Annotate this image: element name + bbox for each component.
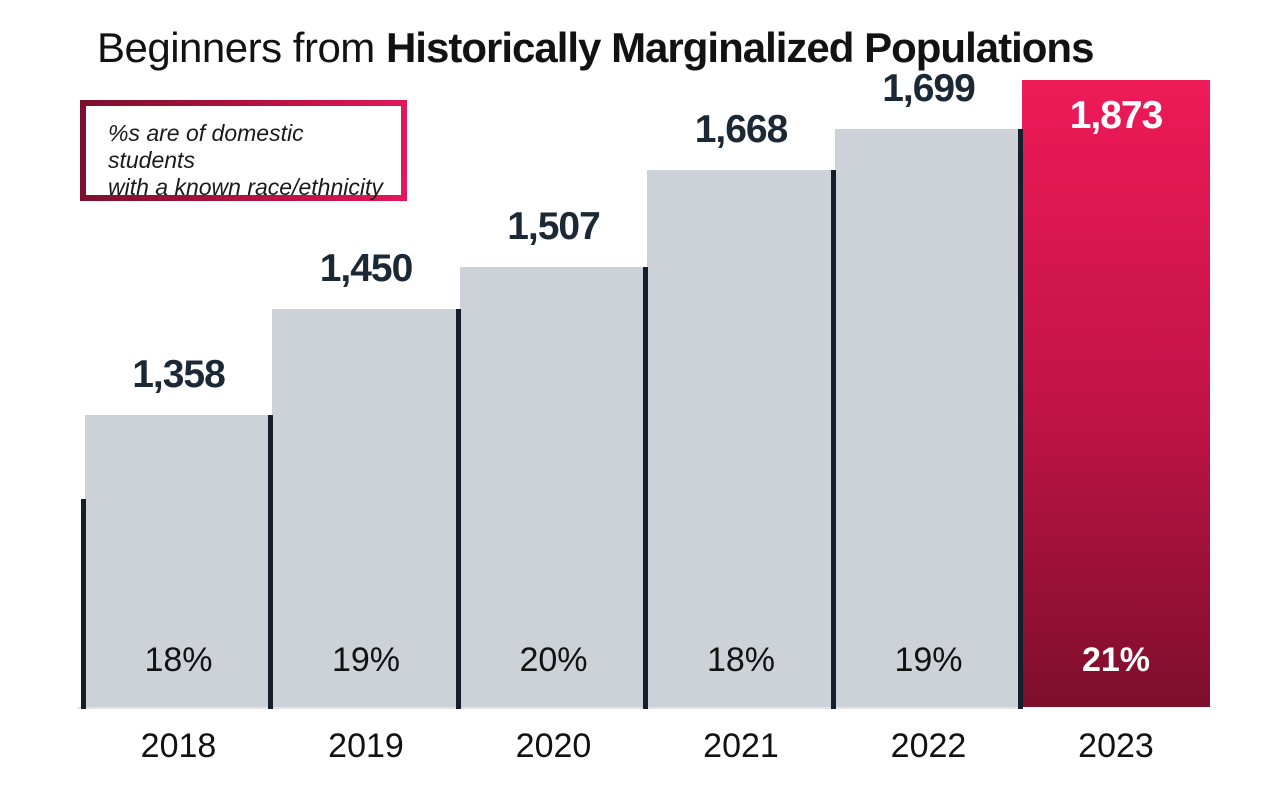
value-label-2020: 1,507 xyxy=(507,205,601,248)
chart-title: Beginners from Historically Marginalized… xyxy=(97,24,1094,72)
bar-separator-line-2023 xyxy=(1018,129,1023,709)
note-box: %s are of domestic students with a known… xyxy=(80,100,407,201)
bar-2018 xyxy=(85,415,272,707)
note-text: %s are of domestic students with a known… xyxy=(86,106,401,200)
chart-title-bold: Historically Marginalized Populations xyxy=(385,24,1094,71)
year-label-2023: 2023 xyxy=(1078,727,1154,765)
year-label-2022: 2022 xyxy=(890,727,967,765)
percent-label-2019: 19% xyxy=(331,641,401,679)
value-label-2019: 1,450 xyxy=(319,247,414,290)
bar-separator-line-2021 xyxy=(643,267,648,709)
year-label-2019: 2019 xyxy=(328,727,404,765)
bar-separator-line-2022 xyxy=(831,170,836,709)
value-label-2023: 1,873 xyxy=(1069,94,1164,137)
year-label-2021: 2021 xyxy=(703,727,779,765)
value-label-2021: 1,668 xyxy=(694,108,789,151)
bar-2022 xyxy=(835,129,1022,707)
year-label-2018: 2018 xyxy=(140,727,217,765)
bar-separator-line-2020 xyxy=(456,309,461,709)
bar-2023-highlighted xyxy=(1022,80,1210,707)
bar-separator-line-2019 xyxy=(268,415,273,709)
bar-separator-line-2018 xyxy=(81,499,86,709)
percent-label-2021: 18% xyxy=(706,641,776,679)
percent-label-2020: 20% xyxy=(519,641,588,679)
value-label-2022: 1,699 xyxy=(882,67,976,110)
bar-2020 xyxy=(460,267,647,707)
percent-label-2023: 21% xyxy=(1081,641,1151,679)
bar-2021 xyxy=(647,170,835,707)
bar-2019 xyxy=(272,309,460,707)
chart-title-regular: Beginners from xyxy=(97,24,386,71)
year-label-2020: 2020 xyxy=(515,727,592,765)
chart-baseline xyxy=(78,707,1022,709)
value-label-2018: 1,358 xyxy=(132,353,226,396)
note-line-1: %s are of domestic students xyxy=(108,120,304,173)
percent-label-2018: 18% xyxy=(144,641,213,679)
percent-label-2022: 19% xyxy=(894,641,963,679)
note-line-2: with a known race/ethnicity xyxy=(108,174,383,200)
